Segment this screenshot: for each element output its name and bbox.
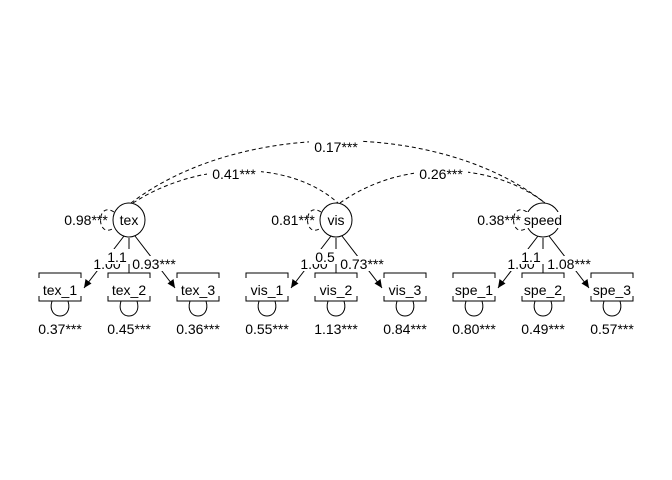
- latent-node-label: tex: [120, 212, 139, 228]
- residual-loop-vis_1: [257, 300, 277, 317]
- indicator-box: [314, 272, 358, 302]
- arrowhead-speed-spe_1: [498, 279, 506, 288]
- covariance-label-tex-speed: 0.17***: [309, 139, 363, 155]
- indicator-node-tex_3[interactable]: tex_3 0.36***: [168, 272, 228, 337]
- indicator-label: tex_1: [43, 282, 77, 298]
- covariance-arc-vis-speed: [339, 170, 546, 204]
- residual-label-vis_3: 0.84***: [383, 321, 427, 337]
- latent-node-tex[interactable]: tex: [112, 202, 146, 238]
- loading-label-speed-spe_2: 1.1: [521, 249, 541, 265]
- indicator-label: tex_3: [181, 282, 215, 298]
- arrowhead-vis-vis_3: [374, 279, 382, 288]
- covariance-arc-tex-speed: [130, 140, 546, 204]
- loading-label-speed-spe_3: 1.08***: [547, 256, 591, 272]
- arrowhead-speed-spe_3: [581, 279, 589, 288]
- residual-loop-spe_3: [602, 300, 622, 317]
- indicator-box: [245, 272, 289, 302]
- indicator-node-tex_1[interactable]: tex_1 0.37***: [30, 272, 90, 337]
- indicator-node-vis_2[interactable]: vis_2 1.13***: [306, 272, 366, 337]
- indicator-label: tex_2: [112, 282, 146, 298]
- loading-labels: 1.00 1.1 0.93*** 1.00 0.5 0.73*** 1.00 1…: [92, 249, 594, 272]
- residual-label-vis_1: 0.55***: [245, 321, 289, 337]
- residual-label-spe_2: 0.49***: [521, 321, 565, 337]
- arrowhead-tex-tex_1: [84, 279, 92, 288]
- variance-label-speed: 0.38***: [477, 212, 521, 228]
- loading-label-vis-vis_2: 0.5: [315, 249, 335, 265]
- variance-loop-tex: [100, 209, 115, 231]
- residual-label-vis_2: 1.13***: [314, 321, 358, 337]
- indicator-box: [521, 272, 565, 302]
- residual-label-spe_1: 0.80***: [452, 321, 496, 337]
- indicator-label: spe_1: [455, 282, 493, 298]
- indicator-node-vis_1[interactable]: vis_1 0.55***: [237, 272, 297, 337]
- latent-node-vis[interactable]: vis: [319, 202, 353, 238]
- svg-text:0.26***: 0.26***: [419, 166, 463, 182]
- residual-loop-tex_2: [119, 300, 139, 317]
- indicator-box: [38, 272, 82, 302]
- arrowhead-vis-vis_1: [291, 279, 299, 288]
- loading-label-tex-tex_3: 0.93***: [132, 256, 176, 272]
- variance-loop-speed: [513, 209, 528, 231]
- variance-label-vis: 0.81***: [271, 212, 315, 228]
- indicator-label: spe_2: [524, 282, 562, 298]
- residual-loop-tex_1: [50, 300, 70, 317]
- residual-label-tex_1: 0.37***: [38, 321, 82, 337]
- residual-loop-tex_3: [188, 300, 208, 317]
- loading-label-tex-tex_2: 1.1: [107, 249, 127, 265]
- loading-label-vis-vis_3: 0.73***: [340, 256, 384, 272]
- indicator-box: [107, 272, 151, 302]
- residual-loop-vis_3: [395, 300, 415, 317]
- indicator-box: [176, 272, 220, 302]
- indicator-node-spe_1[interactable]: spe_1 0.80***: [444, 272, 504, 337]
- indicator-box: [590, 272, 634, 302]
- latent-node-label: vis: [327, 212, 344, 228]
- indicator-box: [383, 272, 427, 302]
- residual-label-tex_3: 0.36***: [176, 321, 220, 337]
- variance-label-tex: 0.98***: [64, 212, 108, 228]
- indicator-label: vis_1: [251, 282, 284, 298]
- covariance-label-tex-vis: 0.41***: [207, 166, 261, 182]
- indicator-node-vis_3[interactable]: vis_3 0.84***: [375, 272, 435, 337]
- residual-loop-spe_2: [533, 300, 553, 317]
- svg-text:0.17***: 0.17***: [314, 139, 358, 155]
- svg-text:0.41***: 0.41***: [212, 166, 256, 182]
- variance-loop-vis: [307, 209, 322, 231]
- indicator-label: vis_3: [389, 282, 422, 298]
- latent-node-label: speed: [524, 212, 562, 228]
- indicator-box: [452, 272, 496, 302]
- residual-loop-vis_2: [326, 300, 346, 317]
- indicator-nodes: tex_1 0.37*** tex_2 0.45*** tex_3 0.36*** vis_…: [30, 272, 642, 337]
- residual-label-spe_3: 0.57***: [590, 321, 634, 337]
- indicator-node-spe_2[interactable]: spe_2 0.49***: [513, 272, 573, 337]
- indicator-label: vis_2: [320, 282, 353, 298]
- indicator-node-tex_2[interactable]: tex_2 0.45***: [99, 272, 159, 337]
- covariance-label-vis-speed: 0.26***: [414, 166, 468, 182]
- latent-node-speed[interactable]: speed: [522, 202, 566, 238]
- residual-label-tex_2: 0.45***: [107, 321, 151, 337]
- arrowhead-tex-tex_3: [167, 279, 175, 288]
- residual-loop-spe_1: [464, 300, 484, 317]
- indicator-node-spe_3[interactable]: spe_3 0.57***: [582, 272, 642, 337]
- indicator-label: spe_3: [593, 282, 631, 298]
